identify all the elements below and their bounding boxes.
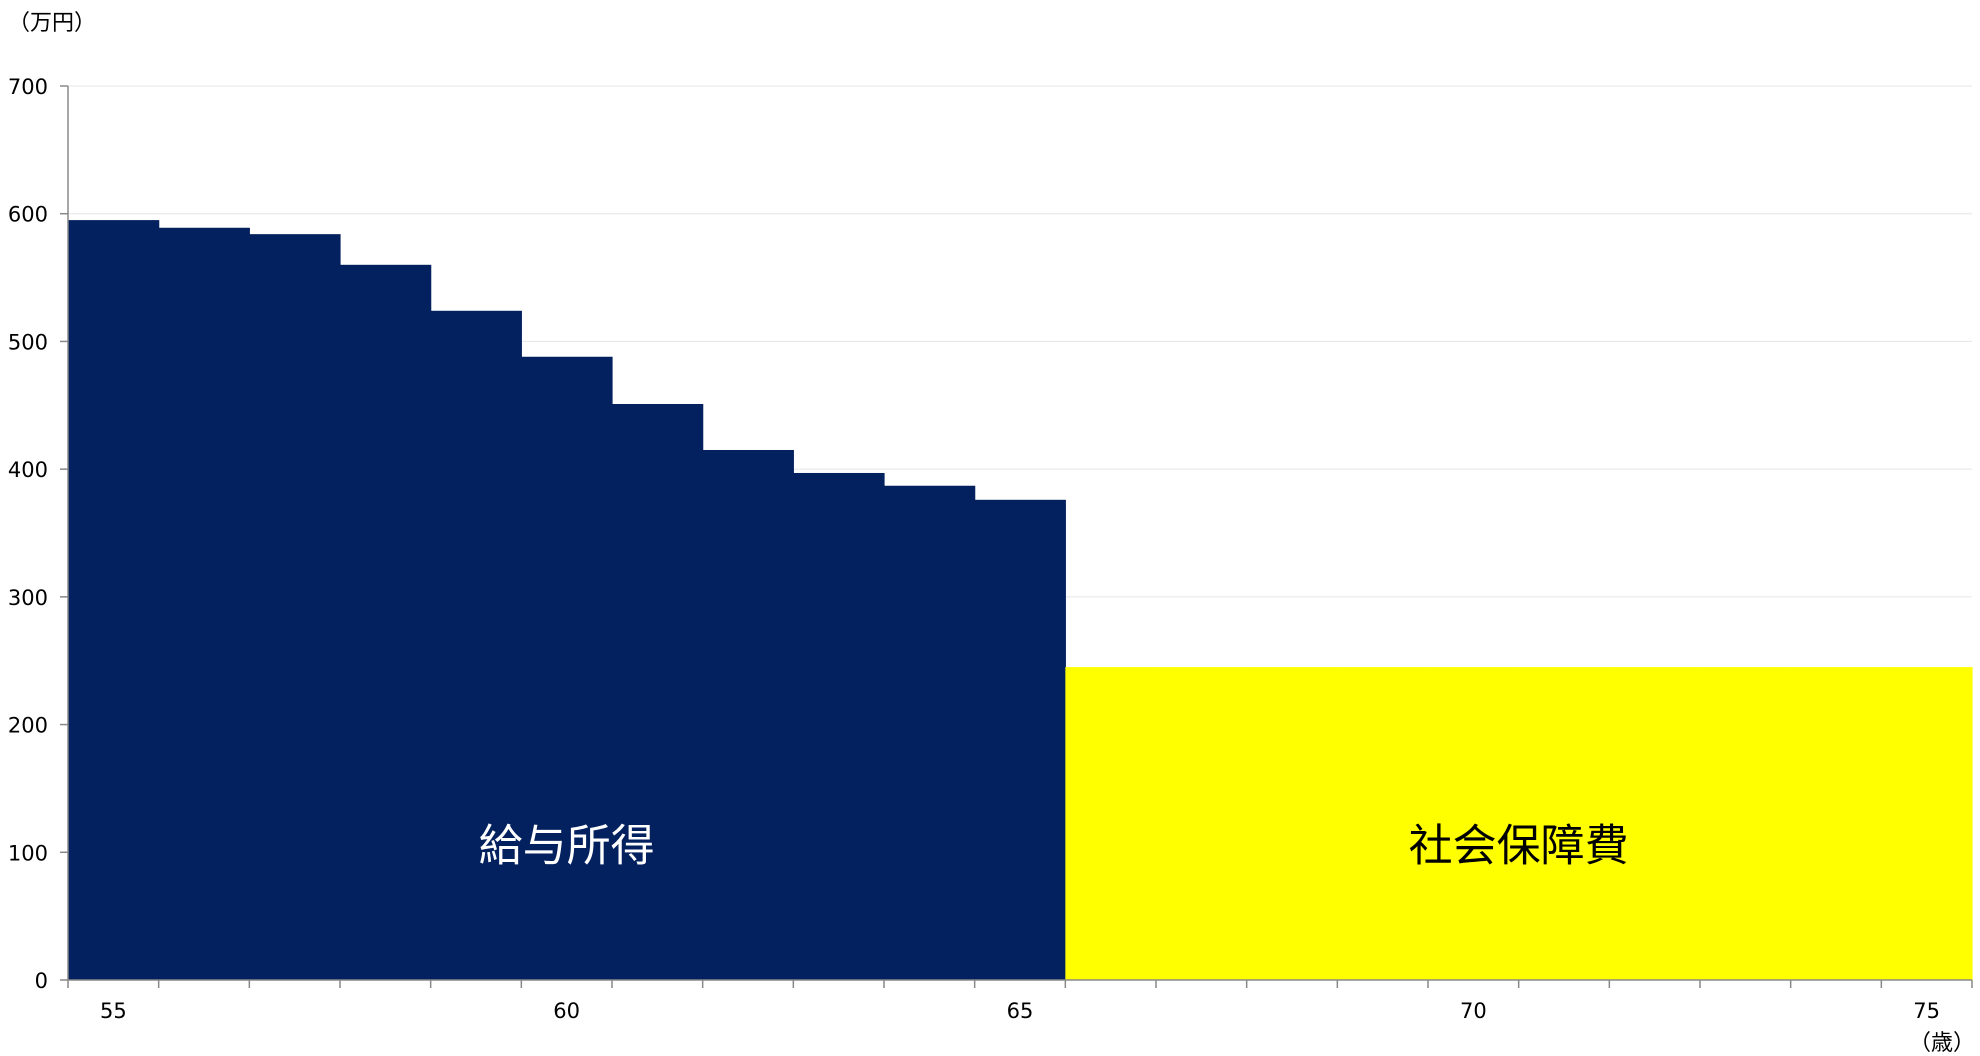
x-axis-unit-label: （歳）: [1909, 1031, 1975, 1056]
tick-labels: 0 100 200 300 400 500 600 700 55 60 65 70 75: [8, 75, 1940, 1023]
bars: [68, 220, 1973, 981]
bar-series1-age-66: [1065, 667, 1157, 980]
y-tick-label-500: 500: [8, 330, 48, 354]
bar-series1-age-74: [1790, 667, 1882, 980]
bar-series0-age-62: [702, 449, 794, 980]
tick-marks: [60, 85, 1973, 988]
x-tick-label-55: 55: [100, 999, 127, 1023]
bar-series1-age-73: [1700, 667, 1792, 980]
bar-series1-age-69: [1337, 667, 1429, 980]
social-security-label: 社会保障費: [1409, 820, 1629, 871]
y-tick-label-300: 300: [8, 586, 48, 610]
y-tick-label-100: 100: [8, 841, 48, 865]
bar-series0-age-64: [884, 485, 976, 980]
x-tick-label-65: 65: [1007, 999, 1034, 1023]
bar-series0-age-60: [521, 356, 613, 980]
bar-series0-age-59: [430, 310, 522, 981]
y-axis-unit-label: （万円）: [8, 11, 96, 36]
x-tick-label-75: 75: [1913, 999, 1940, 1023]
bar-series1-age-67: [1156, 667, 1248, 980]
y-tick-label-200: 200: [8, 714, 48, 738]
bar-series0-age-57: [249, 234, 341, 981]
bar-series0-age-55: [68, 220, 160, 981]
bar-series1-age-70: [1428, 667, 1520, 980]
bar-series1-age-72: [1609, 667, 1701, 980]
series-labels: 給与所得 社会保障費: [479, 820, 1629, 871]
y-tick-label-0: 0: [35, 969, 48, 993]
bar-series1-age-68: [1246, 667, 1338, 980]
y-tick-label-600: 600: [8, 203, 48, 227]
axes: [67, 86, 1972, 981]
bar-series1-age-71: [1518, 667, 1610, 980]
x-tick-label-60: 60: [553, 999, 580, 1023]
bar-series0-age-61: [612, 404, 704, 981]
x-tick-label-70: 70: [1460, 999, 1487, 1023]
bar-series0-age-63: [793, 472, 885, 980]
bar-series0-age-58: [340, 264, 432, 980]
bar-series0-age-65: [974, 499, 1066, 980]
y-tick-label-400: 400: [8, 458, 48, 482]
salary-income-label: 給与所得: [479, 820, 655, 871]
bar-series0-age-56: [158, 227, 250, 980]
y-tick-label-700: 700: [8, 75, 48, 99]
bar-series1-age-75: [1881, 667, 1973, 980]
